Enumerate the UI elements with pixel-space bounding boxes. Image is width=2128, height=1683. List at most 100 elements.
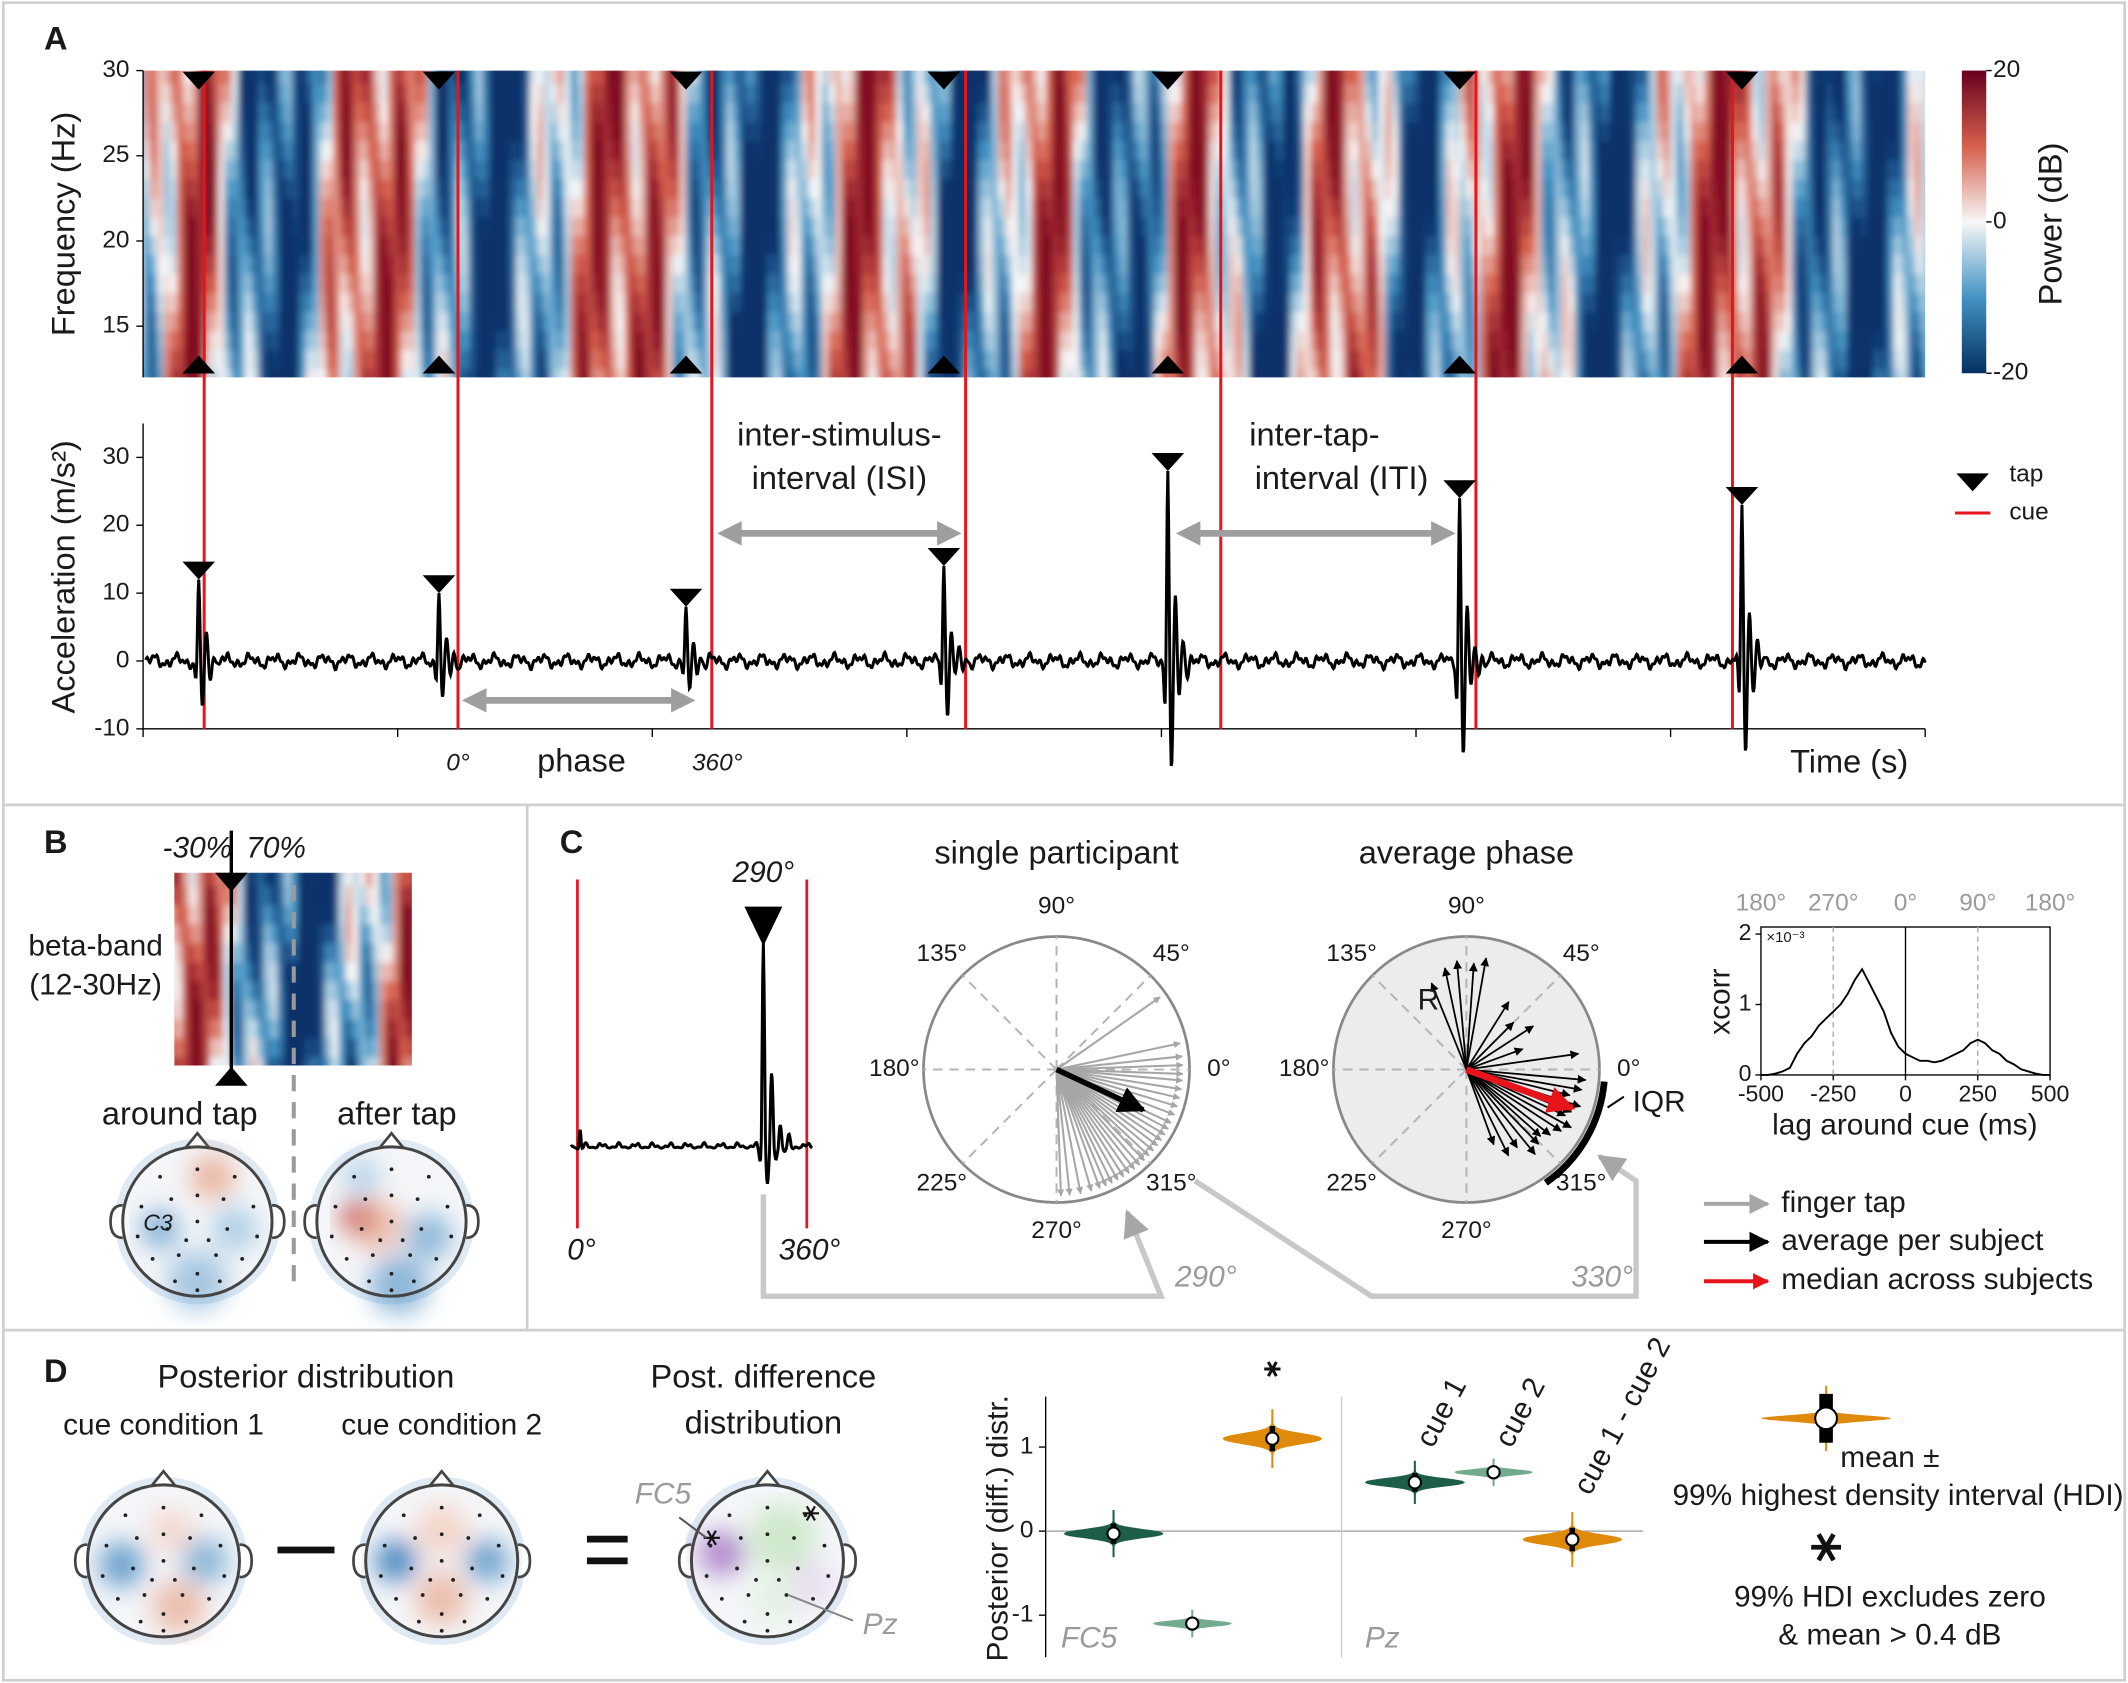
spectrogram-cell bbox=[319, 217, 328, 237]
spectrogram-cell bbox=[1629, 350, 1637, 370]
spectrogram-cell bbox=[1242, 312, 1251, 332]
spectrogram-cell bbox=[760, 293, 769, 313]
spectrogram-cell bbox=[170, 103, 178, 123]
spectrogram-cell bbox=[909, 122, 918, 142]
spectrogram-cell bbox=[360, 331, 368, 351]
spectrogram-cell bbox=[1839, 217, 1848, 237]
spectrogram-cell bbox=[1181, 122, 1190, 142]
spectrogram-cell bbox=[1127, 369, 1135, 378]
spectrogram-cell bbox=[1771, 293, 1780, 313]
spectrogram-cell bbox=[387, 141, 396, 161]
spectrogram-cell bbox=[210, 293, 219, 313]
spectrogram-cell bbox=[1106, 141, 1115, 161]
spectrogram-cell bbox=[1194, 70, 1203, 85]
spectrogram-cell bbox=[1520, 312, 1529, 332]
spectrogram-cell bbox=[835, 198, 843, 218]
spectrogram-cell bbox=[1554, 255, 1563, 275]
spectrogram-cell bbox=[1181, 369, 1190, 378]
spectrogram-cell bbox=[1900, 179, 1909, 199]
spectrogram-cell bbox=[1330, 217, 1339, 237]
spectrogram-cell bbox=[345, 872, 353, 888]
spectrogram-cell bbox=[333, 198, 341, 218]
spectrogram-cell bbox=[597, 236, 606, 256]
spectrogram-cell bbox=[1575, 70, 1583, 85]
spectrogram-cell bbox=[1629, 122, 1637, 142]
spectrogram-cell bbox=[434, 312, 443, 332]
spectrogram-cell bbox=[1127, 70, 1135, 85]
spectrogram-cell bbox=[1099, 198, 1108, 218]
spectrogram-cell bbox=[223, 981, 231, 1002]
spectrogram-cell bbox=[1032, 255, 1040, 275]
spectrogram-cell bbox=[1222, 122, 1230, 142]
spectrogram-cell bbox=[1425, 274, 1434, 294]
spectrogram-cell bbox=[1249, 122, 1257, 142]
spectrogram-cell bbox=[1547, 293, 1556, 313]
spectrogram-cell bbox=[1575, 122, 1583, 142]
spectrogram-cell bbox=[1568, 122, 1576, 142]
spectrogram-cell bbox=[1364, 84, 1373, 104]
spectrogram-cell bbox=[189, 962, 197, 983]
spectrogram-cell bbox=[774, 369, 782, 378]
spectrogram-cell bbox=[950, 198, 959, 218]
spectrogram-cell bbox=[1113, 70, 1122, 85]
tap-marker bbox=[1443, 355, 1476, 374]
spectrogram-cell bbox=[318, 1057, 326, 1066]
spectrogram-cell bbox=[272, 350, 280, 370]
spectrogram-cell bbox=[916, 312, 925, 332]
spectrogram-cell bbox=[1798, 255, 1807, 275]
spectrogram-cell bbox=[645, 141, 653, 161]
spectrogram-cell bbox=[1588, 141, 1597, 161]
spectrogram-cell bbox=[1398, 103, 1407, 123]
spectrogram-cell bbox=[190, 312, 199, 332]
spectrogram-cell bbox=[1459, 103, 1468, 123]
spectrogram-cell bbox=[394, 70, 402, 85]
spectrogram-cell bbox=[448, 312, 457, 332]
spectrogram-cell bbox=[278, 274, 287, 294]
spectrogram-cell bbox=[387, 179, 396, 199]
spectrogram-cell bbox=[1568, 350, 1576, 370]
spectrogram-cell bbox=[1805, 84, 1814, 104]
spectrogram-cell bbox=[163, 122, 172, 142]
spectrogram-cell bbox=[231, 255, 239, 275]
spectrogram-cell bbox=[916, 160, 925, 180]
spectrogram-cell bbox=[1371, 236, 1380, 256]
spectrogram-cell bbox=[550, 160, 558, 180]
spectrogram-cell bbox=[1737, 141, 1746, 161]
spectrogram-cell bbox=[448, 84, 457, 104]
spectrogram-cell bbox=[964, 103, 972, 123]
spectrogram-cell bbox=[557, 274, 565, 294]
spectrogram-cell bbox=[1575, 198, 1583, 218]
spectrogram-cell bbox=[577, 350, 586, 370]
spectrogram-cell bbox=[1588, 103, 1597, 123]
spectrogram-cell bbox=[202, 962, 211, 983]
spectrogram-cell bbox=[297, 1000, 306, 1021]
spectrogram-cell bbox=[1323, 293, 1332, 313]
spectrogram-cell bbox=[794, 198, 803, 218]
spectrogram-cell bbox=[1351, 331, 1359, 351]
spectrogram-cell bbox=[1364, 122, 1373, 142]
spectrogram-cell bbox=[189, 872, 197, 888]
spectrogram-cell bbox=[1405, 160, 1413, 180]
spectrogram-cell bbox=[319, 122, 328, 142]
spectrogram-cell bbox=[1765, 331, 1773, 351]
spectrogram-cell bbox=[319, 369, 328, 378]
spectrogram-cell bbox=[1887, 369, 1895, 378]
spectrogram-cell bbox=[1846, 236, 1855, 256]
spectrogram-cell bbox=[1215, 369, 1223, 378]
spectrogram-cell bbox=[1575, 236, 1583, 256]
spectrogram-cell bbox=[1595, 350, 1603, 370]
spectrogram-cell bbox=[1439, 312, 1447, 332]
spectrogram-cell bbox=[441, 331, 450, 351]
spectrogram-cell bbox=[1921, 198, 1926, 218]
spectrogram-cell bbox=[1310, 274, 1318, 294]
spectrogram-cell bbox=[202, 1057, 211, 1066]
spectrogram-cell bbox=[889, 312, 898, 332]
spectrogram-cell bbox=[231, 274, 239, 294]
spectrogram-cell bbox=[1391, 198, 1400, 218]
spectrogram-cell bbox=[1344, 312, 1352, 332]
spectrogram-cell bbox=[631, 70, 640, 85]
spectrogram-cell bbox=[333, 84, 341, 104]
spectrogram-cell bbox=[998, 122, 1006, 142]
spectrogram-cell bbox=[1004, 217, 1013, 237]
spectrogram-cell bbox=[1588, 274, 1597, 294]
